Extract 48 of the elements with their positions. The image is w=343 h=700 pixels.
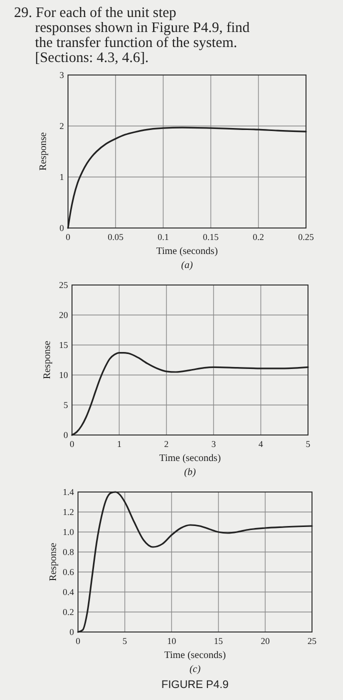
x-tick-label: 0.15 <box>202 232 220 242</box>
y-tick-label: 25 <box>59 280 68 290</box>
x-tick-label: 5 <box>306 439 311 449</box>
y-tick-label: 0.8 <box>62 547 74 557</box>
y-tick-label: 5 <box>64 400 68 410</box>
y-tick-label: 3 <box>60 70 64 80</box>
y-tick-label: 0 <box>70 627 74 637</box>
y-tick-label: 2 <box>60 121 64 131</box>
x-axis-title: Time (seconds) <box>159 453 221 464</box>
x-tick-label: 4 <box>258 439 264 449</box>
line-series <box>77 491 313 633</box>
y-tick-label: 20 <box>59 310 68 320</box>
x-tick-label: 25 <box>308 636 317 646</box>
y-tick-label: 10 <box>59 370 68 380</box>
x-tick-label: 10 <box>167 636 177 646</box>
x-tick-label: 5 <box>122 636 128 646</box>
line-series <box>67 126 307 229</box>
y-axis-title: Response <box>38 132 49 171</box>
y-tick-label: 0.4 <box>62 587 74 597</box>
caption: FIGURE P4.9 <box>161 679 229 691</box>
x-tick-label: 0.1 <box>158 232 169 242</box>
x-tick-label: 0 <box>76 636 81 646</box>
y-tick-label: 1.0 <box>62 527 74 537</box>
y-tick-label: 0 <box>60 223 64 233</box>
x-tick-label: 0.2 <box>252 232 264 242</box>
y-tick-label: 15 <box>59 340 68 350</box>
y-tick-label: 0 <box>64 430 68 440</box>
x-tick-label: 15 <box>214 636 224 646</box>
chart-title: 29. For each of the unit step responses shown in Figure P4.9, find the transfer function of the system. [Sections: 4.3, 4.6]. <box>14 5 250 66</box>
y-axis-title: Response <box>48 542 59 582</box>
y-tick-label: 1.4 <box>62 487 74 497</box>
x-tick-label: 0.05 <box>108 232 124 242</box>
x-tick-label: 3 <box>211 439 216 449</box>
y-tick-label: 0.2 <box>62 607 74 617</box>
x-tick-label: 20 <box>260 636 270 646</box>
text: (a) <box>181 260 194 271</box>
text: (c) <box>189 664 202 675</box>
line-series <box>71 352 309 436</box>
x-tick-label: 1 <box>116 439 122 449</box>
y-tick-label: 0.6 <box>62 567 74 577</box>
y-tick-label: 1.2 <box>62 507 74 517</box>
x-axis-title: Time (seconds) <box>156 246 218 257</box>
x-axis-title: Time (seconds) <box>164 650 226 661</box>
x-tick-label: 2 <box>164 439 169 449</box>
x-tick-label: 0.25 <box>298 232 314 242</box>
y-tick-label: 1 <box>60 172 64 182</box>
text: (b) <box>184 467 196 478</box>
y-axis-title: Response <box>42 340 53 380</box>
